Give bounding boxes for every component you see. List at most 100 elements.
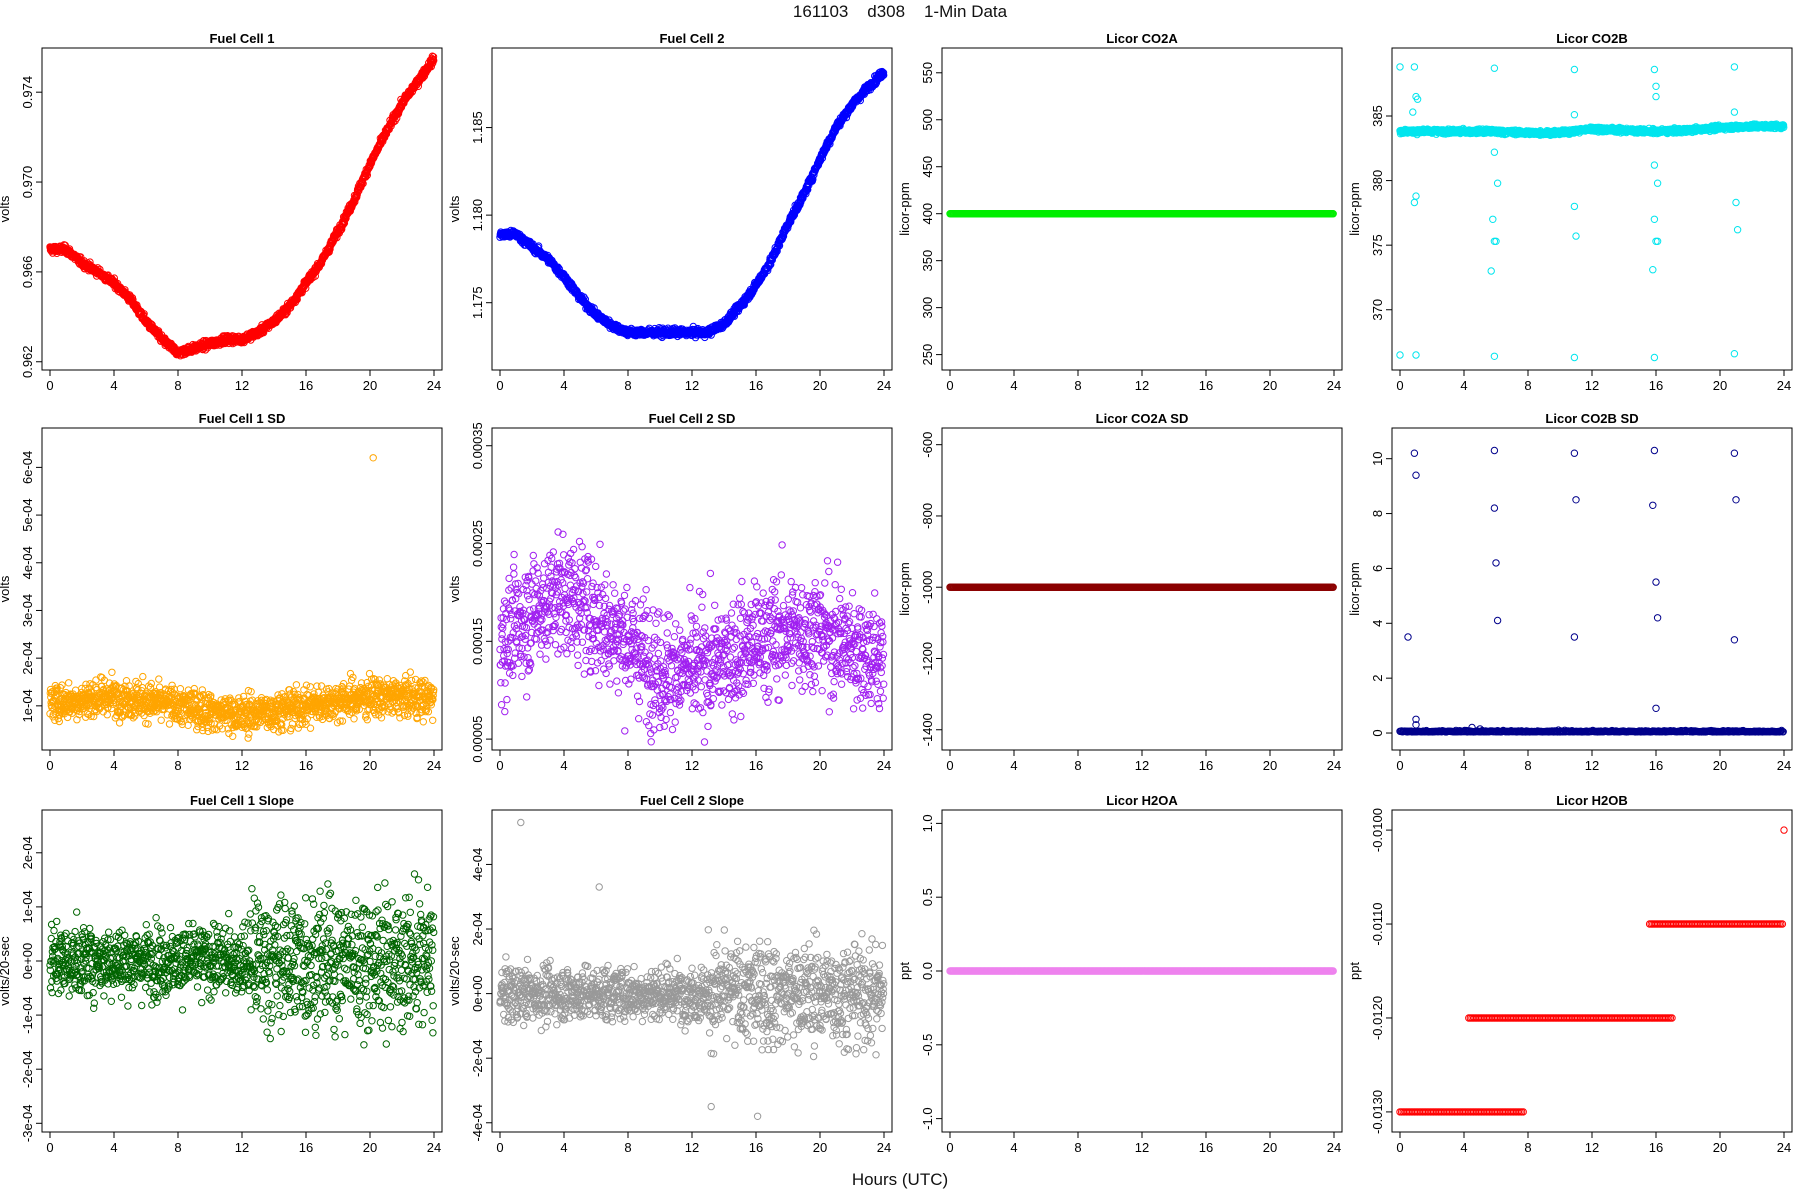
data-point bbox=[1572, 232, 1580, 240]
y-tick-label: 0.962 bbox=[20, 345, 35, 378]
x-tick-label: 16 bbox=[749, 378, 763, 393]
x-tick-label: 16 bbox=[299, 758, 313, 773]
y-axis-label: licor-ppm bbox=[897, 182, 912, 235]
data-point bbox=[1490, 64, 1499, 72]
x-tick-label: 4 bbox=[110, 378, 117, 393]
x-tick-label: 12 bbox=[1585, 378, 1599, 393]
y-tick-label: 3e-04 bbox=[20, 594, 35, 627]
plot-frame bbox=[41, 47, 443, 371]
data-point bbox=[1570, 353, 1579, 362]
panel-title: Fuel Cell 1 SD bbox=[199, 411, 286, 426]
x-tick-label: 16 bbox=[1199, 378, 1213, 393]
data-point bbox=[1650, 65, 1659, 74]
x-tick-label: 0 bbox=[46, 378, 53, 393]
data-point bbox=[1650, 353, 1659, 362]
x-tick-label: 0 bbox=[496, 378, 503, 393]
data-point bbox=[1410, 198, 1419, 207]
data-point bbox=[1490, 148, 1499, 156]
panel-title: Fuel Cell 1 bbox=[209, 31, 274, 46]
y-tick-label: 0.966 bbox=[20, 256, 35, 289]
data-point bbox=[1396, 351, 1404, 359]
x-tick-label: 4 bbox=[560, 378, 567, 393]
y-tick-label: 250 bbox=[920, 344, 935, 366]
data-points bbox=[496, 67, 888, 342]
y-tick-label: 0.970 bbox=[20, 166, 35, 199]
data-point bbox=[1410, 63, 1419, 71]
data-points bbox=[946, 210, 1337, 218]
y-tick-label: 5e-04 bbox=[20, 498, 35, 531]
figure-title: 161103 d308 1-Min Data bbox=[792, 2, 1008, 21]
x-tick-label: 12 bbox=[235, 378, 249, 393]
y-tick-label: 350 bbox=[920, 250, 935, 272]
panel-title: Fuel Cell 2 bbox=[659, 31, 724, 46]
y-tick-label: 0.974 bbox=[20, 76, 35, 109]
panel-title: Licor CO2B bbox=[1556, 31, 1628, 46]
y-tick-label: 1e-04 bbox=[20, 689, 35, 722]
x-tick-label: 24 bbox=[427, 378, 441, 393]
y-axis-label: volts bbox=[0, 195, 12, 222]
data-point bbox=[1650, 215, 1659, 224]
data-point bbox=[1570, 111, 1579, 119]
x-tick-label: 24 bbox=[427, 758, 441, 773]
y-tick-label: 500 bbox=[920, 109, 935, 131]
x-tick-label: 4 bbox=[110, 758, 117, 773]
data-point bbox=[1412, 351, 1420, 359]
data-point bbox=[430, 56, 438, 65]
plot-frame bbox=[1391, 47, 1793, 371]
x-tick-label: 12 bbox=[1135, 378, 1149, 393]
y-axis-label: licor-ppm bbox=[1347, 182, 1362, 235]
data-point bbox=[1396, 63, 1404, 71]
x-tick-label: 0 bbox=[1396, 378, 1403, 393]
y-tick-label: 400 bbox=[920, 203, 935, 225]
data-point bbox=[1409, 108, 1417, 116]
data-point bbox=[427, 62, 435, 71]
y-tick-label: 385 bbox=[1370, 105, 1385, 127]
data-point bbox=[1733, 226, 1742, 234]
data-point bbox=[1652, 92, 1660, 101]
data-point bbox=[1653, 179, 1662, 187]
data-point bbox=[1570, 202, 1579, 211]
data-point bbox=[1649, 266, 1657, 274]
x-tick-label: 0 bbox=[46, 758, 53, 773]
x-tick-label: 20 bbox=[363, 758, 377, 773]
data-point bbox=[1730, 108, 1739, 116]
y-tick-label: 450 bbox=[920, 156, 935, 178]
x-tick-label: 4 bbox=[1010, 378, 1017, 393]
y-axis-label: volts bbox=[0, 575, 12, 602]
data-point bbox=[1730, 63, 1739, 71]
y-tick-label: 300 bbox=[920, 297, 935, 319]
data-point bbox=[317, 260, 326, 268]
x-tick-label: 20 bbox=[813, 378, 827, 393]
data-points bbox=[1396, 63, 1788, 362]
data-point bbox=[1650, 161, 1659, 169]
y-tick-label: 2e-04 bbox=[20, 642, 35, 675]
data-point bbox=[1730, 350, 1739, 358]
x-tick-label: 24 bbox=[877, 378, 891, 393]
x-tick-label: 12 bbox=[685, 378, 699, 393]
data-point bbox=[1487, 267, 1495, 275]
x-tick-label: 16 bbox=[299, 378, 313, 393]
x-tick-label: 20 bbox=[1263, 378, 1277, 393]
plot-frame bbox=[941, 47, 1343, 371]
y-tick-label: 550 bbox=[920, 62, 935, 84]
y-tick-label: 370 bbox=[1370, 299, 1385, 321]
data-point bbox=[1652, 82, 1660, 91]
x-tick-label: 8 bbox=[624, 378, 631, 393]
plot-frame bbox=[491, 47, 893, 371]
y-tick-label: 6e-04 bbox=[20, 451, 35, 484]
data-point bbox=[1490, 352, 1499, 360]
x-tick-label: 24 bbox=[1777, 378, 1791, 393]
data-point bbox=[1412, 192, 1420, 200]
data-point bbox=[362, 173, 370, 181]
x-tick-label: 20 bbox=[363, 378, 377, 393]
data-points bbox=[46, 454, 438, 742]
x-tick-label: 12 bbox=[235, 758, 249, 773]
x-tick-label: 24 bbox=[1327, 378, 1341, 393]
data-point bbox=[1570, 65, 1579, 74]
